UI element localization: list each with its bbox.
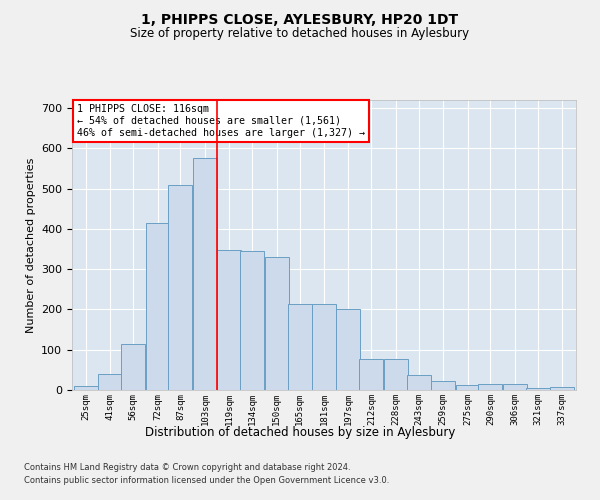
Bar — [478, 384, 502, 390]
Bar — [455, 385, 479, 390]
Text: Distribution of detached houses by size in Aylesbury: Distribution of detached houses by size … — [145, 426, 455, 439]
Text: Contains public sector information licensed under the Open Government Licence v3: Contains public sector information licen… — [24, 476, 389, 485]
Bar — [74, 386, 98, 390]
Bar — [169, 184, 193, 390]
Bar — [431, 381, 455, 390]
Bar — [526, 388, 550, 390]
Bar — [312, 304, 336, 390]
Text: Size of property relative to detached houses in Aylesbury: Size of property relative to detached ho… — [130, 28, 470, 40]
Bar — [217, 250, 241, 390]
Bar — [287, 304, 311, 390]
Bar — [550, 387, 574, 390]
Bar — [121, 344, 145, 390]
Bar — [337, 310, 361, 390]
Text: 1 PHIPPS CLOSE: 116sqm
← 54% of detached houses are smaller (1,561)
46% of semi-: 1 PHIPPS CLOSE: 116sqm ← 54% of detached… — [77, 104, 365, 138]
Bar — [240, 251, 264, 390]
Bar — [384, 358, 408, 390]
Y-axis label: Number of detached properties: Number of detached properties — [26, 158, 35, 332]
Bar — [98, 374, 122, 390]
Bar — [265, 257, 289, 390]
Bar — [407, 375, 431, 390]
Text: 1, PHIPPS CLOSE, AYLESBURY, HP20 1DT: 1, PHIPPS CLOSE, AYLESBURY, HP20 1DT — [142, 12, 458, 26]
Bar — [146, 223, 170, 390]
Text: Contains HM Land Registry data © Crown copyright and database right 2024.: Contains HM Land Registry data © Crown c… — [24, 464, 350, 472]
Bar — [359, 358, 383, 390]
Bar — [503, 384, 527, 390]
Bar — [193, 158, 217, 390]
